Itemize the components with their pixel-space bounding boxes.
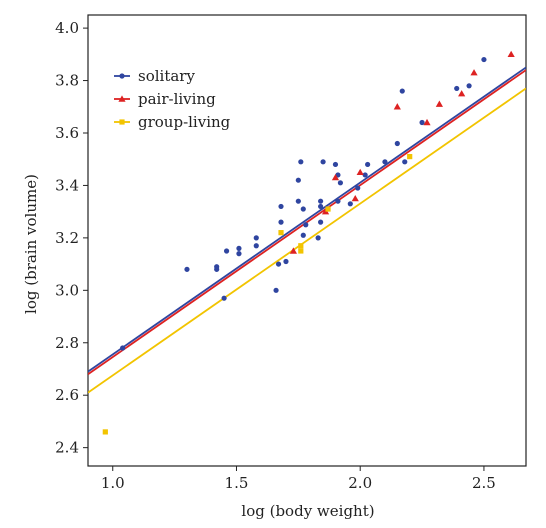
x-tick-label: 1.0 bbox=[101, 474, 125, 492]
solitary-point bbox=[332, 161, 339, 168]
pair-living-point bbox=[435, 100, 443, 107]
solitary-point bbox=[236, 251, 242, 257]
solitary-point bbox=[318, 198, 324, 204]
solitary-point bbox=[283, 258, 289, 265]
y-tick-label: 3.4 bbox=[55, 176, 79, 194]
solitary-point bbox=[362, 172, 368, 178]
legend-item-solitary: solitary bbox=[114, 67, 195, 85]
solitary-point bbox=[481, 56, 487, 63]
solitary-point bbox=[295, 198, 301, 204]
solitary-point bbox=[347, 201, 353, 207]
series-solitary bbox=[120, 56, 487, 351]
solitary-point bbox=[214, 264, 220, 270]
pair-living-point bbox=[356, 168, 364, 176]
y-tick-label: 3.8 bbox=[55, 72, 79, 90]
solitary-point bbox=[275, 261, 282, 267]
solitary-point bbox=[466, 83, 472, 89]
group-living-point bbox=[298, 248, 304, 254]
x-tick-label: 1.5 bbox=[225, 474, 249, 492]
solitary-point bbox=[221, 295, 227, 301]
solitary-point bbox=[318, 203, 324, 210]
pair-living-point bbox=[423, 118, 431, 126]
solitary-point bbox=[295, 177, 301, 183]
pair-living-point bbox=[507, 50, 515, 58]
solitary-point bbox=[402, 159, 408, 165]
series-group-living bbox=[102, 153, 413, 435]
solitary-point bbox=[382, 159, 388, 165]
y-tick-label: 2.6 bbox=[55, 386, 79, 404]
solitary-point bbox=[394, 140, 400, 147]
y-tick-label: 3.0 bbox=[55, 281, 79, 299]
legend-item-pair-living: pair-living bbox=[114, 90, 216, 108]
solitary-point bbox=[399, 88, 405, 94]
regression-line-group-living bbox=[88, 87, 526, 394]
plot-area bbox=[87, 14, 527, 467]
group-living-point bbox=[325, 206, 331, 212]
pair-living-point bbox=[458, 90, 466, 97]
regression-line-solitary bbox=[88, 66, 526, 373]
legend-label: group-living bbox=[138, 113, 231, 131]
solitary-point bbox=[236, 245, 242, 251]
plot-frame bbox=[87, 14, 527, 467]
group-living-point bbox=[102, 429, 108, 435]
pair-living-point bbox=[351, 194, 359, 202]
legend-marker bbox=[118, 95, 126, 102]
solitary-point bbox=[273, 287, 279, 293]
y-tick-label: 4.0 bbox=[55, 19, 79, 37]
solitary-point bbox=[315, 235, 321, 241]
solitary-point bbox=[318, 219, 324, 225]
solitary-point bbox=[184, 266, 190, 272]
x-axis-title: log (body weight) bbox=[241, 502, 374, 520]
solitary-point bbox=[300, 206, 306, 212]
legend-marker bbox=[119, 119, 125, 125]
legend-marker bbox=[119, 73, 125, 79]
y-tick-label: 2.8 bbox=[55, 334, 79, 352]
solitary-point bbox=[303, 222, 309, 228]
solitary-point bbox=[419, 119, 425, 126]
regression-lines bbox=[88, 66, 526, 394]
group-living-point bbox=[298, 243, 304, 249]
y-tick-label: 2.4 bbox=[55, 439, 79, 457]
solitary-point bbox=[278, 219, 284, 225]
solitary-point bbox=[335, 198, 341, 204]
solitary-point bbox=[365, 161, 371, 168]
solitary-point bbox=[223, 248, 230, 254]
pair-living-point bbox=[393, 103, 401, 110]
y-axis-title: log (brain volume) bbox=[22, 174, 40, 314]
group-living-point bbox=[407, 153, 413, 160]
solitary-point bbox=[253, 243, 259, 249]
x-tick-label: 2.5 bbox=[472, 474, 496, 492]
y-tick-label: 3.6 bbox=[55, 124, 79, 142]
solitary-point bbox=[337, 180, 344, 186]
solitary-point bbox=[120, 345, 126, 351]
legend-label: pair-living bbox=[138, 90, 216, 108]
solitary-point bbox=[454, 85, 460, 92]
y-tick-label: 3.2 bbox=[55, 229, 79, 247]
solitary-point bbox=[355, 185, 361, 191]
solitary-point bbox=[278, 203, 284, 210]
pair-living-point bbox=[331, 173, 340, 181]
solitary-point bbox=[253, 235, 259, 241]
x-tick-label: 2.0 bbox=[348, 474, 372, 492]
solitary-point bbox=[300, 232, 306, 238]
legend-label: solitary bbox=[138, 67, 195, 85]
data-points bbox=[102, 50, 515, 435]
axes: 1.0 1.5 2.0 2.5 2.4 2.6 2.8 3.0 3.2 3.4 3.6 3.8 4.0 bbox=[55, 19, 496, 492]
solitary-point bbox=[298, 159, 304, 165]
legend: solitary pair-living group-living bbox=[114, 67, 231, 131]
pair-living-point bbox=[470, 69, 478, 76]
legend-item-group-living: group-living bbox=[114, 113, 231, 131]
solitary-point bbox=[320, 159, 326, 165]
group-living-point bbox=[278, 230, 284, 236]
pair-living-point bbox=[289, 247, 297, 254]
series-pair-living bbox=[289, 50, 515, 254]
regression-line-pair-living bbox=[88, 69, 526, 375]
